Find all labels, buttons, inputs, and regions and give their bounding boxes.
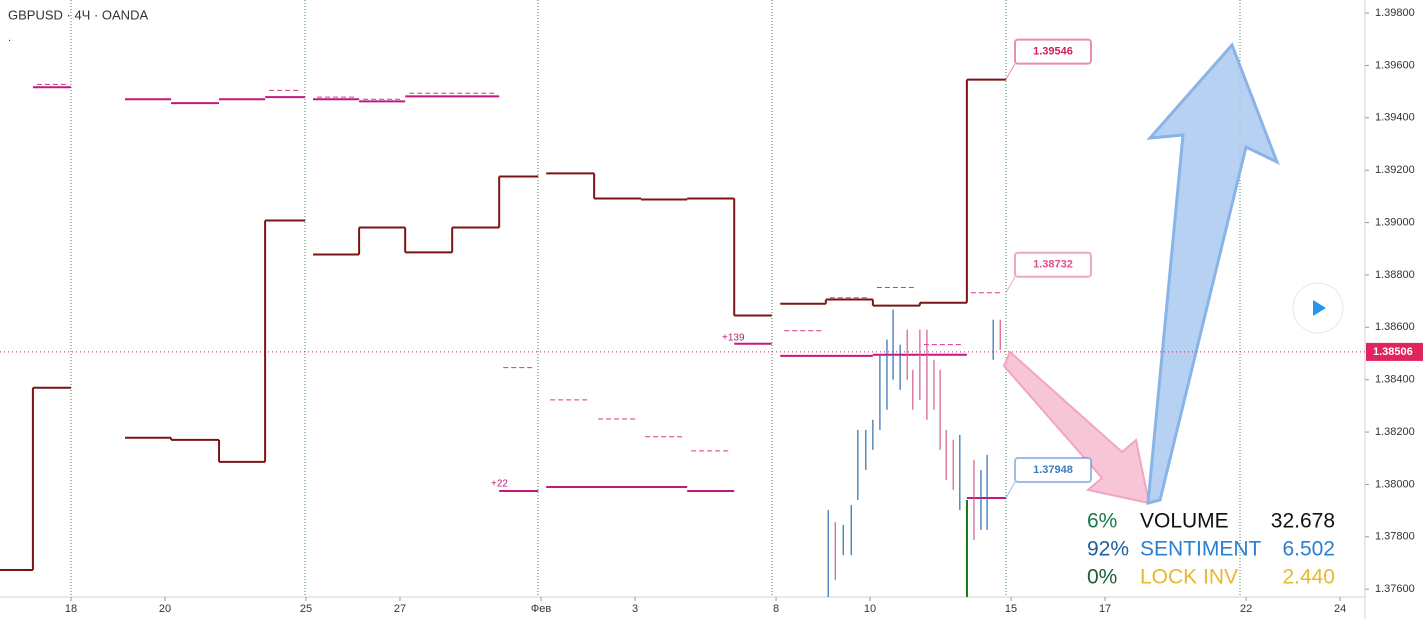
current-price-label: 1.38506 — [1373, 346, 1413, 358]
stats-cell: 32.678 — [1271, 510, 1335, 533]
callout-box — [1014, 457, 1092, 484]
y-tick-label: 1.38000 — [1375, 478, 1415, 490]
y-tick-label: 1.37800 — [1375, 531, 1415, 543]
callout-label: 1.37948 — [1033, 464, 1073, 476]
x-tick-label: 24 — [1334, 603, 1346, 615]
x-tick-label: 27 — [394, 603, 406, 615]
stats-cell: 0% — [1087, 566, 1117, 589]
x-tick-label: 18 — [65, 603, 77, 615]
y-tick-label: 1.39800 — [1375, 7, 1415, 19]
stats-cell: 92% — [1087, 538, 1129, 561]
stats-cell: LOCK INV — [1140, 566, 1238, 589]
x-tick-label: 10 — [864, 603, 876, 615]
x-tick-label: 25 — [300, 603, 312, 615]
annotation: +22 — [491, 479, 508, 490]
x-tick-label: 3 — [632, 603, 638, 615]
x-tick-label: 17 — [1099, 603, 1111, 615]
play-button[interactable] — [1292, 282, 1344, 334]
down-arrow — [1002, 350, 1151, 505]
x-tick-label: 15 — [1005, 603, 1017, 615]
y-tick-label: 1.38800 — [1375, 269, 1415, 281]
up-arrow — [1146, 42, 1280, 505]
annotation: +139 — [722, 333, 745, 344]
play-icon[interactable] — [1313, 300, 1326, 316]
callout-connector — [1005, 276, 1016, 293]
x-tick-label: 22 — [1240, 603, 1252, 615]
chart-title: GBPUSD · 4Ч · OANDA — [8, 7, 148, 22]
stats-cell: 6.502 — [1282, 538, 1335, 561]
callout-label: 1.39546 — [1033, 46, 1073, 58]
y-tick-label: 1.39400 — [1375, 112, 1415, 124]
stats-cell: VOLUME — [1140, 510, 1229, 533]
y-tick-label: 1.37600 — [1375, 583, 1415, 595]
stats-cell: 2.440 — [1282, 566, 1335, 589]
callout-connector — [1005, 481, 1016, 499]
x-tick-label: Фев — [531, 603, 551, 615]
y-tick-label: 1.38600 — [1375, 321, 1415, 333]
y-tick-label: 1.39200 — [1375, 164, 1415, 176]
callout-box — [1014, 38, 1092, 65]
y-tick-label: 1.39600 — [1375, 59, 1415, 71]
x-tick-label: 20 — [159, 603, 171, 615]
stats-cell: SENTIMENT — [1140, 538, 1262, 561]
callout-label: 1.38732 — [1033, 259, 1073, 271]
y-tick-label: 1.39000 — [1375, 216, 1415, 228]
current-price-box — [1366, 342, 1423, 361]
x-tick-label: 8 — [773, 603, 779, 615]
callout-box — [1014, 251, 1092, 278]
y-tick-label: 1.38400 — [1375, 374, 1415, 386]
stats-cell: 6% — [1087, 510, 1117, 533]
callout-connector — [1005, 63, 1016, 80]
y-tick-label: 1.38200 — [1375, 426, 1415, 438]
title-dot: . — [8, 32, 11, 44]
